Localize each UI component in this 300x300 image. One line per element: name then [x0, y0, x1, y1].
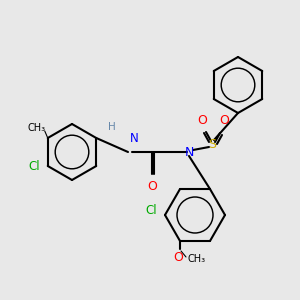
- Text: CH₃: CH₃: [188, 254, 206, 264]
- Text: S: S: [208, 139, 216, 152]
- Text: O: O: [219, 114, 229, 127]
- Text: O: O: [173, 251, 183, 264]
- Text: O: O: [147, 180, 157, 193]
- Text: Cl: Cl: [28, 160, 40, 172]
- Text: Cl: Cl: [146, 205, 157, 218]
- Text: O: O: [197, 114, 207, 127]
- Text: CH₃: CH₃: [28, 123, 46, 133]
- Text: H: H: [108, 122, 116, 132]
- Text: N: N: [184, 146, 194, 158]
- Text: N: N: [130, 131, 139, 145]
